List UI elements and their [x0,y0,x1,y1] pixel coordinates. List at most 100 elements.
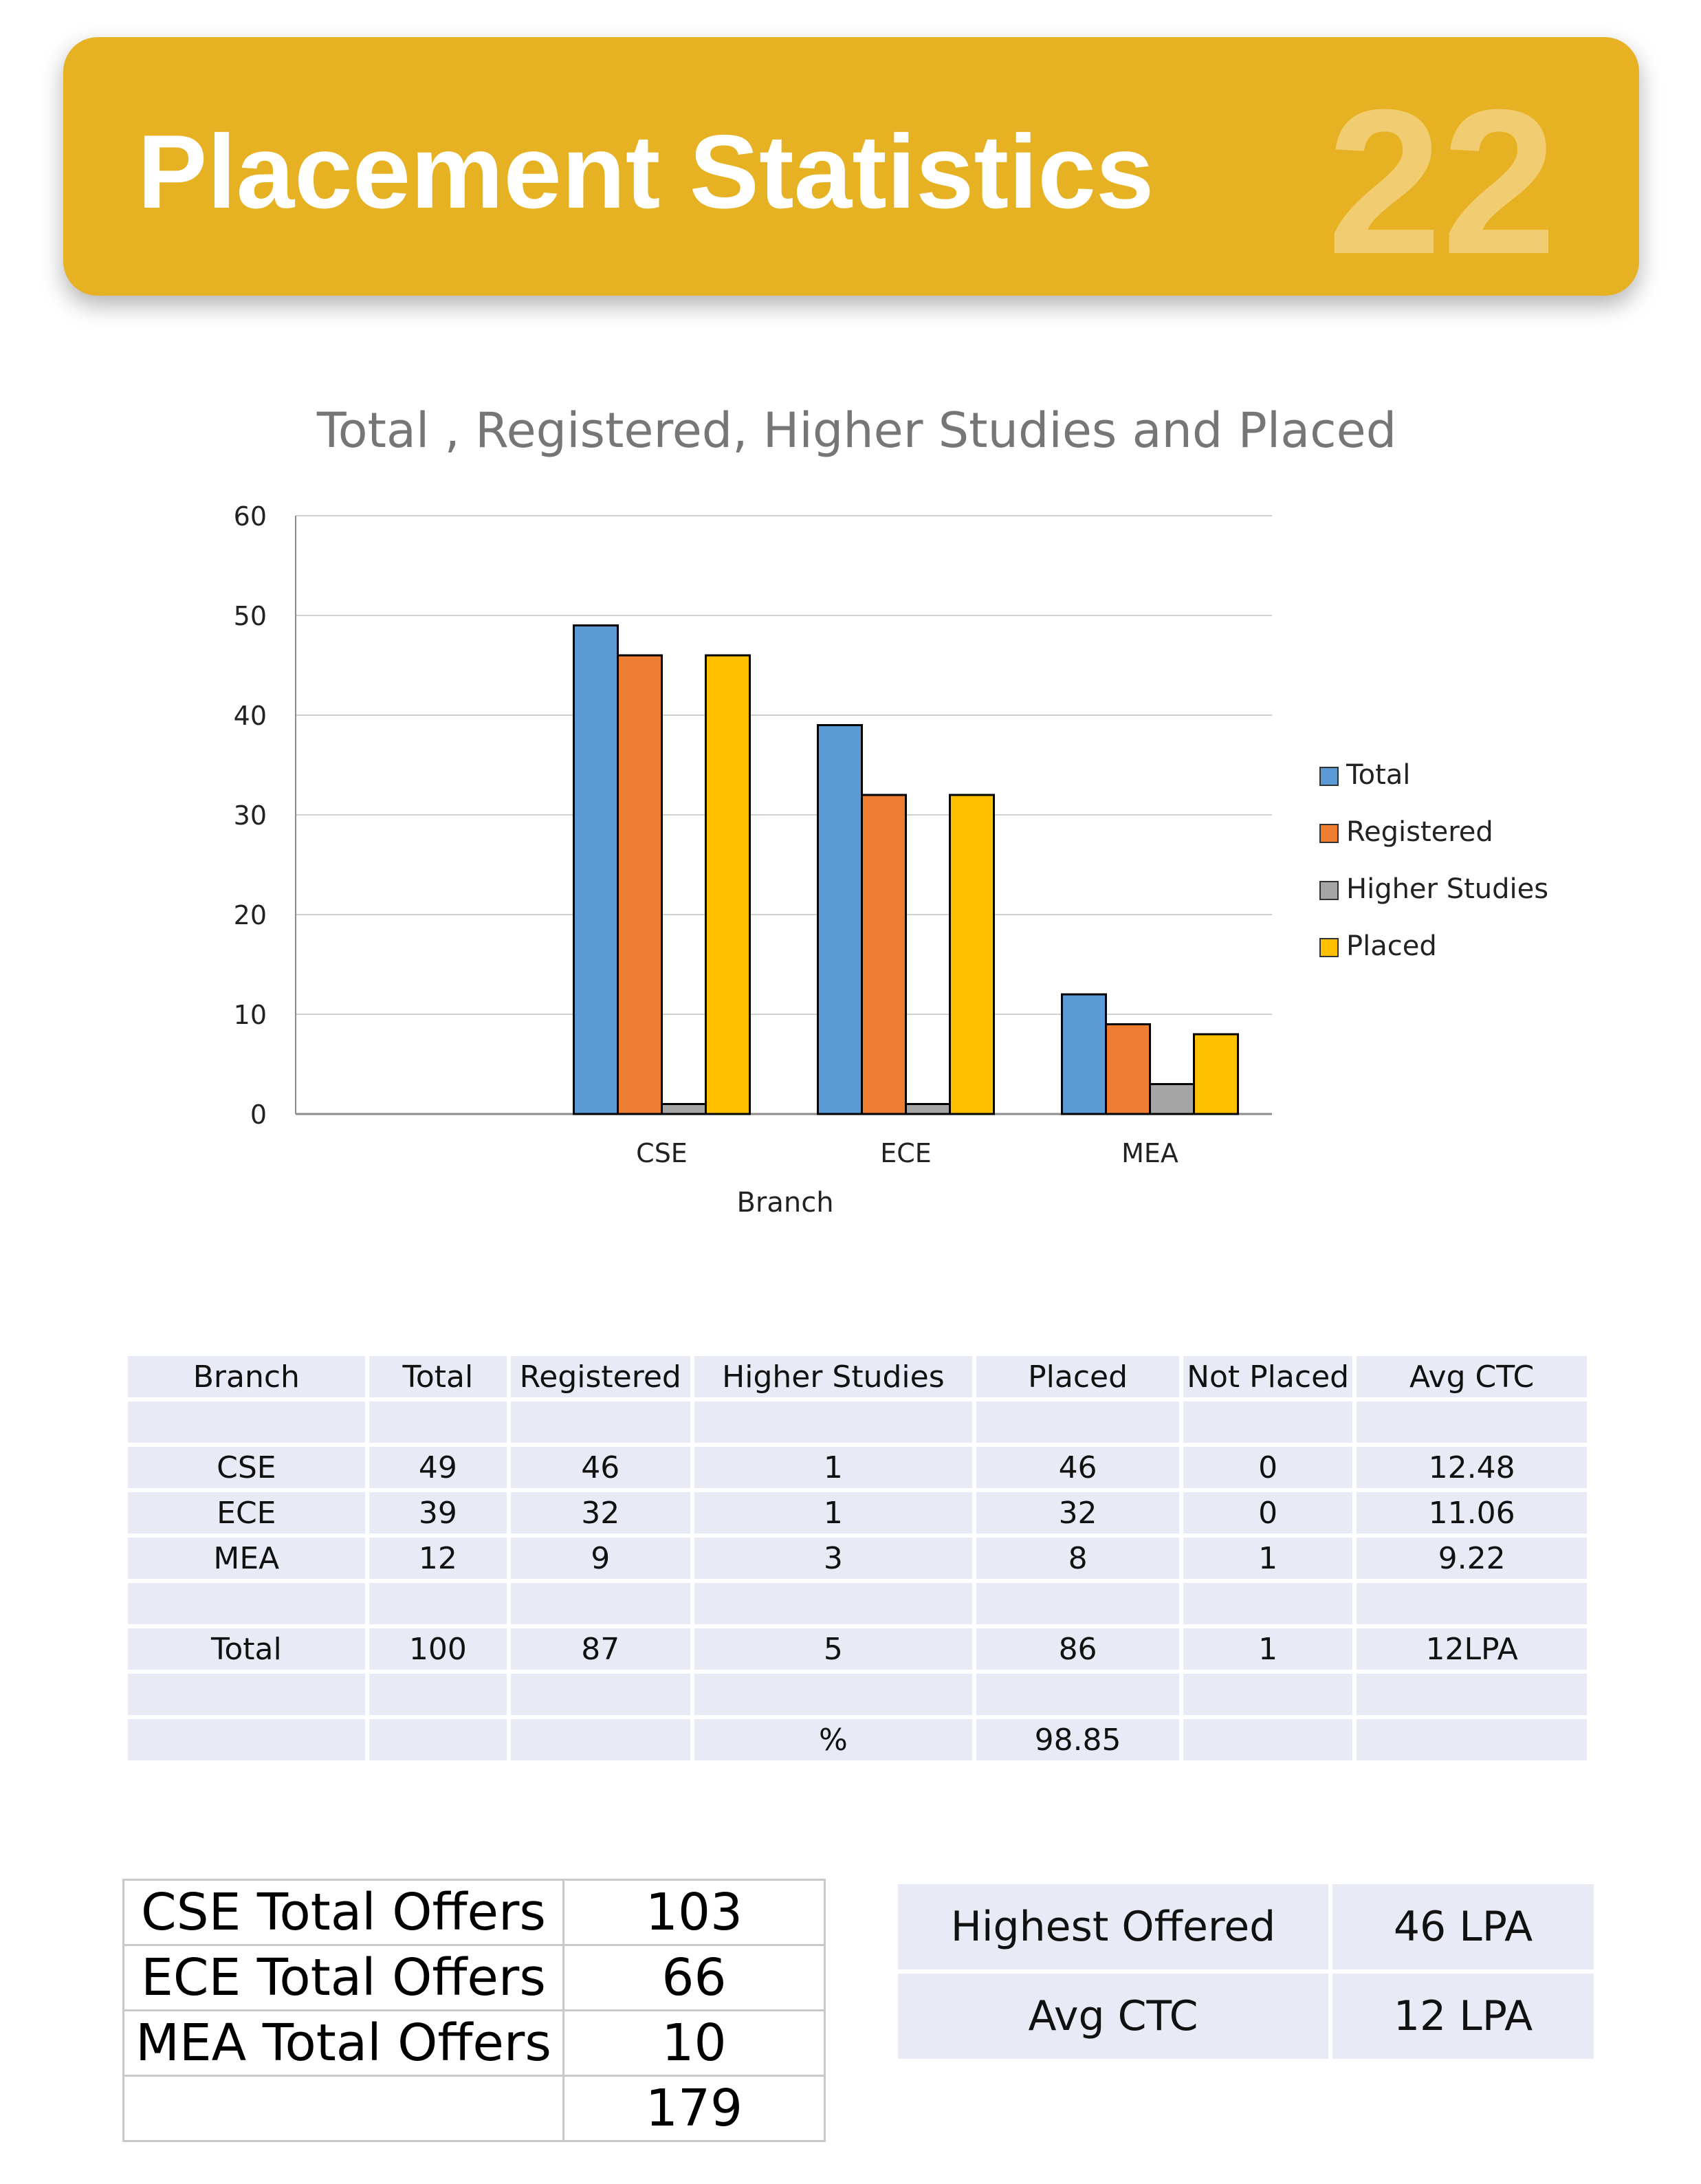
table-cell [369,1719,507,1760]
table-cell: 5 [694,1628,973,1670]
y-tick-label: 30 [234,800,267,831]
bar [573,624,619,1115]
y-tick-label: 0 [250,1100,267,1130]
table-cell [1183,1719,1353,1760]
table-cell [128,1719,365,1760]
column-header: Not Placed [1183,1356,1353,1397]
table-cell: 1 [694,1447,973,1488]
table-cell [976,1674,1179,1715]
x-tick-label: ECE [880,1138,932,1168]
y-tick-label: 40 [234,701,267,731]
table-cell [1357,1674,1587,1715]
table-cell: 49 [369,1447,507,1488]
bar [1149,1083,1195,1115]
column-header: Registered [511,1356,690,1397]
offers-value: 66 [562,1944,826,2011]
table-cell [128,1674,365,1715]
legend-swatch [1319,824,1339,843]
table-cell: 39 [369,1492,507,1533]
table-cell: 46 [976,1447,1179,1488]
table-cell: 98.85 [976,1719,1179,1760]
bar [1061,993,1107,1115]
table-cell: 86 [976,1628,1179,1670]
ctc-row: Avg CTC 12 LPA [898,1974,1594,2059]
table-cell [694,1674,973,1715]
table-cell: 3 [694,1538,973,1579]
placement-table: Branch Total Registered Higher Studies Place… [124,1352,1591,1765]
ctc-label: Highest Offered [898,1884,1328,1969]
table-cell: MEA [128,1538,365,1579]
table-cell: 100 [369,1628,507,1670]
legend-label: Total [1346,759,1410,791]
header-banner: Placement Statistics 22 [63,37,1639,296]
table-row: MEA 12 9 3 8 1 9.22 [128,1538,1587,1579]
table-cell: 46 [511,1447,690,1488]
table-row [128,1401,1587,1443]
ctc-value: 46 LPA [1332,1884,1594,1969]
chart-title: Total , Registered, Higher Studies and P… [316,402,1396,459]
table-cell [694,1583,973,1624]
table-cell [128,1583,365,1624]
table-header-row: Branch Total Registered Higher Studies Place… [128,1356,1587,1397]
table-cell [511,1719,690,1760]
column-header: Higher Studies [694,1356,973,1397]
bar [949,794,995,1115]
bar [817,724,863,1115]
table-cell: 0 [1183,1447,1353,1488]
column-header: Branch [128,1356,365,1397]
legend-label: Registered [1346,816,1493,848]
x-axis-label: Branch [736,1187,833,1219]
offers-row: MEA Total Offers 10 [122,2009,826,2077]
ctc-table: Highest Offered 46 LPA Avg CTC 12 LPA [894,1880,1598,2063]
table-cell: 12 [369,1538,507,1579]
bar [1193,1033,1239,1115]
legend-swatch [1319,767,1339,786]
offers-value: 103 [562,1879,826,1946]
table-cell [1357,1401,1587,1443]
offers-label: MEA Total Offers [122,2009,564,2077]
offers-label: CSE Total Offers [122,1879,564,1946]
page-number: 22 [1327,66,1557,297]
table-row: Total 100 87 5 86 1 12LPA [128,1628,1587,1670]
column-header: Avg CTC [1357,1356,1587,1397]
table-cell [976,1401,1179,1443]
table-cell: 1 [694,1492,973,1533]
offers-label: ECE Total Offers [122,1944,564,2011]
table-cell: 11.06 [1357,1492,1587,1533]
table-cell [511,1674,690,1715]
offers-row: ECE Total Offers 66 [122,1944,826,2011]
bar [705,654,751,1115]
table-cell [369,1674,507,1715]
table-cell: 32 [976,1492,1179,1533]
table-cell: 9 [511,1538,690,1579]
bar [861,794,907,1115]
table-cell: % [694,1719,973,1760]
table-cell: 1 [1183,1628,1353,1670]
y-tick-label: 10 [234,1000,267,1030]
offers-value: 179 [562,2075,826,2142]
legend-label: Higher Studies [1346,873,1548,905]
table-cell [976,1583,1179,1624]
ctc-row: Highest Offered 46 LPA [898,1884,1594,1969]
offers-row: CSE Total Offers 103 [122,1879,826,1946]
table-row: ECE 39 32 1 32 0 11.06 [128,1492,1587,1533]
offers-table: CSE Total Offers 103 ECE Total Offers 66 MEA… [122,1879,826,2142]
table-cell: CSE [128,1447,365,1488]
table-cell [511,1583,690,1624]
table-cell [1183,1583,1353,1624]
table-cell [369,1583,507,1624]
ctc-label: Avg CTC [898,1974,1328,2059]
table-row [128,1674,1587,1715]
legend-swatch [1319,938,1339,957]
table-cell: 87 [511,1628,690,1670]
table-cell: 0 [1183,1492,1353,1533]
table-cell [511,1401,690,1443]
table-cell [1183,1674,1353,1715]
y-tick-label: 50 [234,601,267,631]
table-cell: 8 [976,1538,1179,1579]
table-row [128,1583,1587,1624]
bar [1105,1023,1151,1115]
offers-label [122,2075,564,2142]
table-cell [1183,1401,1353,1443]
table-row: % 98.85 [128,1719,1587,1760]
